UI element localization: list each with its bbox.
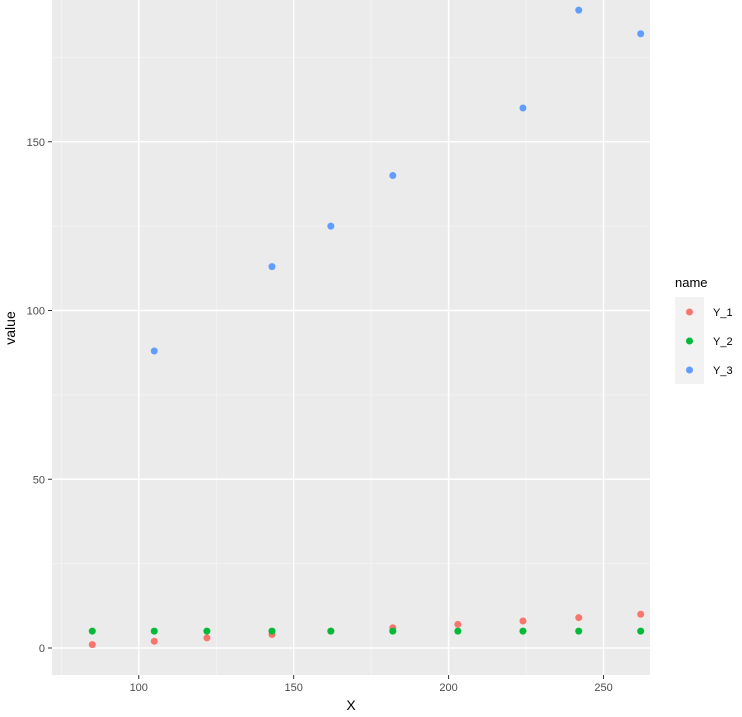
- legend-items: Y_1 Y_2 Y_3: [686, 307, 733, 377]
- point-y-2: [150, 627, 158, 635]
- point-y-2: [389, 627, 397, 635]
- legend-label-y-3: Y_3: [713, 365, 733, 377]
- data-points: [88, 6, 645, 649]
- legend-label-y-2: Y_2: [713, 336, 733, 348]
- x-tick-label: 100: [130, 682, 148, 694]
- point-y-2: [88, 627, 96, 635]
- point-y-2: [327, 627, 335, 635]
- point-y-2: [575, 627, 583, 635]
- point-y-3: [327, 222, 335, 230]
- legend: name Y_1 Y_2 Y_3: [675, 275, 733, 384]
- point-y-1: [88, 641, 96, 649]
- legend-key-y-2: [686, 337, 693, 345]
- major-gridlines: [52, 0, 650, 675]
- point-y-3: [575, 6, 583, 14]
- legend-title: name: [675, 275, 708, 290]
- x-axis-ticks: 100 150 200 250: [130, 675, 613, 694]
- point-y-3: [150, 347, 158, 355]
- legend-key-y-1: [686, 308, 693, 316]
- x-axis-title: X: [346, 697, 356, 713]
- plot-panel: [52, 0, 650, 675]
- point-y-1: [203, 634, 211, 642]
- point-y-1: [637, 610, 645, 618]
- legend-key-y-3: [686, 366, 693, 374]
- point-y-2: [519, 627, 527, 635]
- point-y-3: [268, 263, 276, 271]
- y-tick-label: 100: [27, 306, 45, 318]
- point-y-3: [637, 30, 645, 38]
- point-y-2: [454, 627, 462, 635]
- point-y-1: [575, 614, 583, 622]
- point-y-3: [389, 172, 397, 179]
- point-y-2: [203, 627, 211, 635]
- y-axis-ticks: 0 50 100 150: [27, 137, 52, 655]
- y-tick-label: 0: [39, 643, 45, 655]
- minor-gridlines: [52, 0, 650, 675]
- point-y-2: [268, 627, 276, 635]
- x-tick-label: 150: [284, 682, 302, 694]
- point-y-3: [519, 104, 527, 112]
- point-y-1: [519, 617, 527, 625]
- x-tick-label: 200: [439, 682, 457, 694]
- y-tick-label: 50: [33, 474, 45, 486]
- y-tick-label: 150: [27, 137, 45, 149]
- x-tick-label: 250: [594, 682, 612, 694]
- y-axis-title: value: [2, 311, 18, 345]
- point-y-1: [150, 637, 158, 645]
- point-y-1: [454, 620, 462, 628]
- point-y-2: [637, 627, 645, 635]
- legend-label-y-1: Y_1: [713, 307, 733, 319]
